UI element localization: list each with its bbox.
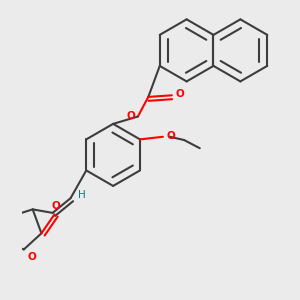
Text: O: O <box>166 131 175 141</box>
Text: O: O <box>28 252 37 262</box>
Text: H: H <box>78 190 86 200</box>
Text: O: O <box>176 89 184 99</box>
Text: O: O <box>52 201 61 211</box>
Text: O: O <box>127 111 135 121</box>
